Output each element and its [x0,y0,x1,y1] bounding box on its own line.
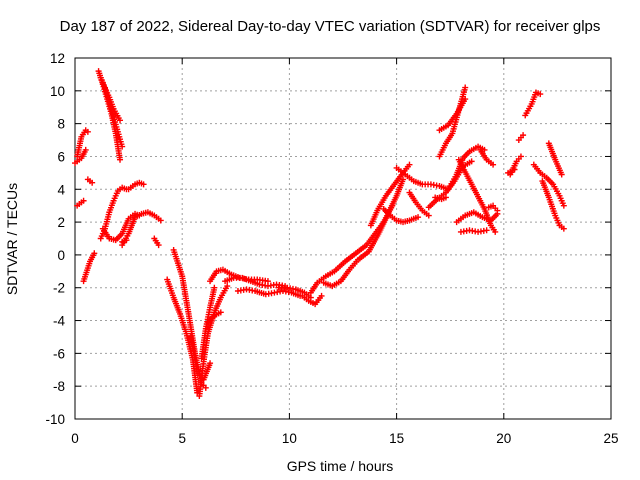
y-tick-label: 10 [50,84,65,99]
y-tick-label: -8 [53,379,65,394]
data-point [84,128,91,135]
data-point [80,197,87,204]
x-tick-label: 25 [603,431,618,446]
data-point [119,143,126,150]
data-point [202,384,209,391]
data-point [462,84,469,91]
data-point [560,202,567,209]
data-point [537,91,544,98]
x-tick-label: 5 [178,431,186,446]
data-point [415,214,422,221]
data-point [82,146,89,153]
data-point [157,217,164,224]
data-point [560,225,567,232]
y-tick-label: 0 [57,248,65,263]
x-axis-label: GPS time / hours [287,458,394,474]
data-point [517,153,524,160]
y-tick-label: -4 [53,314,65,329]
data-points [72,68,567,400]
y-tick-label: 12 [50,51,65,66]
data-point [462,96,469,103]
x-tick-label: 20 [496,431,511,446]
data-point [490,161,497,168]
data-point [224,283,231,290]
plot-frame [74,57,612,420]
y-axis-label: SDTVAR / TECUs [4,183,20,295]
y-tick-label: -10 [45,412,65,427]
data-point [117,117,124,124]
data-point [468,158,475,165]
data-point [492,228,499,235]
data-point [400,176,407,183]
data-point [558,171,565,178]
y-tick-label: -2 [53,281,65,296]
data-point [318,292,325,299]
y-tick-label: 6 [57,149,65,164]
data-point [211,284,218,291]
data-point [520,132,527,139]
y-tick-label: -6 [53,346,65,361]
chart-title: Day 187 of 2022, Sidereal Day-to-day VTE… [60,18,601,35]
x-tick-label: 15 [389,431,404,446]
data-point [123,237,130,244]
data-point [89,179,96,186]
data-point [217,309,224,316]
y-tick-label: 2 [57,215,65,230]
data-point [91,250,98,257]
y-tick-label: 4 [57,182,65,197]
y-tick-label: 8 [57,117,65,132]
data-point [207,360,214,367]
data-point [425,212,432,219]
data-point [494,207,501,214]
data-point [117,156,124,163]
x-tick-label: 0 [71,431,79,446]
data-point [140,181,147,188]
x-tick-label: 10 [282,431,297,446]
data-point [155,242,162,249]
data-point [483,227,490,234]
data-point [406,161,413,168]
axis-ticks: 0 5 10 15 20 25 -10 -8 -6 -4 -2 0 2 4 6 8 10 12 [45,51,618,446]
data-point [511,166,518,173]
